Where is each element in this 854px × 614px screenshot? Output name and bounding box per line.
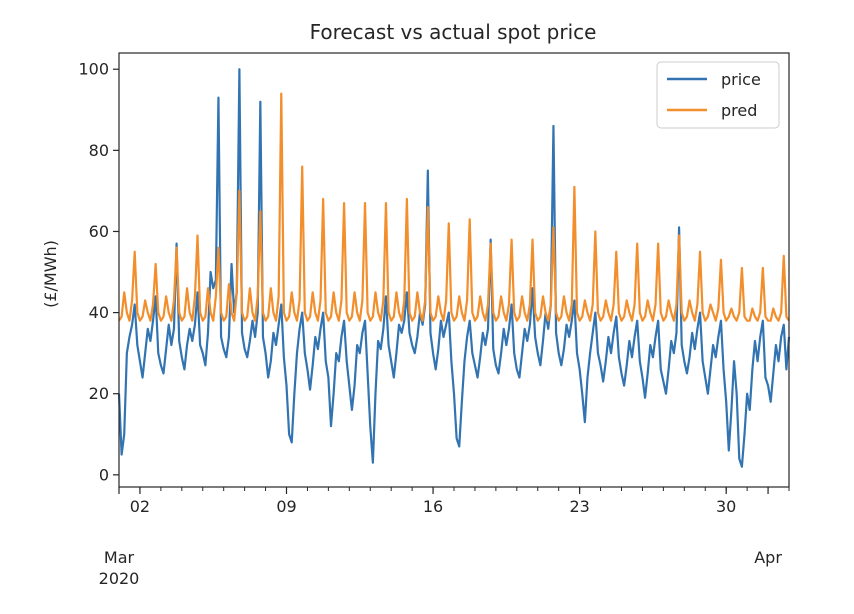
y-tick-label: 20 [89, 384, 109, 403]
y-axis: 0 20 40 60 80 100 [78, 60, 119, 484]
y-tick-label: 40 [89, 303, 109, 322]
x-tick-label: 23 [569, 497, 589, 516]
y-tick-label: 80 [89, 141, 109, 160]
legend-label-pred: pred [721, 101, 757, 120]
x-month-label: 2020 [99, 569, 140, 588]
y-tick-label: 100 [78, 60, 109, 79]
legend: price pred [656, 61, 780, 129]
y-tick-label: 0 [99, 465, 109, 484]
x-tick-label: 30 [716, 497, 736, 516]
x-tick-label: 16 [423, 497, 443, 516]
x-month-label: Apr [754, 548, 782, 567]
series-line-pred [118, 92, 790, 322]
legend-items: price pred [667, 70, 761, 120]
x-tick-label: 09 [276, 497, 296, 516]
x-tick-label: 02 [130, 497, 150, 516]
legend-label-price: price [721, 70, 761, 89]
y-axis-label: (£/MWh) [41, 240, 60, 308]
x-axis: 02 09 16 23 30 Mar 2020 Apr [99, 487, 790, 588]
series-layer [117, 68, 791, 468]
chart-title: Forecast vs actual spot price [310, 20, 597, 44]
y-tick-label: 60 [89, 222, 109, 241]
x-month-label: Mar [104, 548, 135, 567]
